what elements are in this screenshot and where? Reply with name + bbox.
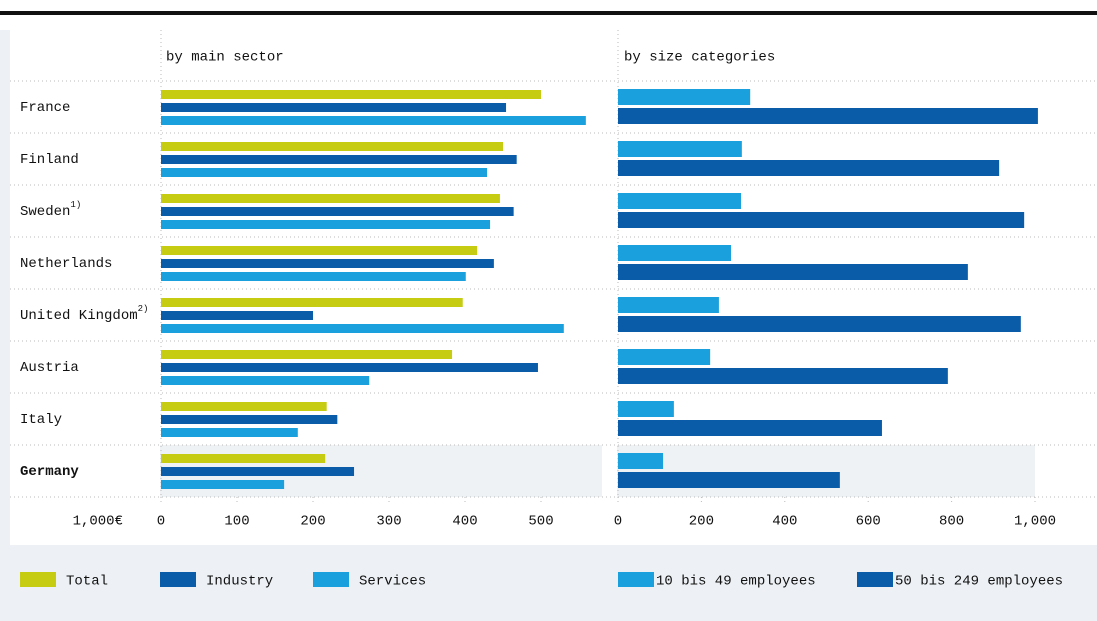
legend-swatch <box>313 572 349 587</box>
panel-title: by size categories <box>624 50 775 66</box>
bar <box>161 220 491 229</box>
bar <box>618 368 948 384</box>
x-tick-label: 400 <box>452 514 477 530</box>
bar <box>618 89 751 105</box>
category-name: Netherlands <box>20 256 112 272</box>
x-tick-label: 500 <box>528 514 553 530</box>
category-name: Italy <box>20 412 62 428</box>
bar <box>161 194 500 203</box>
bar <box>618 316 1021 332</box>
legend-label: Industry <box>206 574 273 590</box>
bar <box>161 142 503 151</box>
category-label: Italy <box>20 412 62 428</box>
category-name: France <box>20 100 70 116</box>
bar <box>618 108 1038 124</box>
top-rule <box>0 11 1097 15</box>
legend-swatch <box>160 572 196 587</box>
bar <box>618 141 742 157</box>
panel-title: by main sector <box>166 50 284 66</box>
bar <box>161 350 453 359</box>
bar <box>618 160 1000 176</box>
bar <box>618 453 664 469</box>
x-tick-label: 0 <box>614 514 622 530</box>
legend-swatch <box>20 572 56 587</box>
bar <box>618 193 742 209</box>
x-tick-label: 200 <box>300 514 325 530</box>
category-name: United Kingdom <box>20 308 138 324</box>
bar <box>618 212 1025 228</box>
category-name: Austria <box>20 360 79 376</box>
bar <box>161 259 494 268</box>
footnote-mark: 1) <box>70 200 81 210</box>
legend-label: 50 bis 249 employees <box>895 574 1063 590</box>
x-axis-label: 1,000€ <box>73 514 123 530</box>
footnote-mark: 2) <box>138 304 149 314</box>
bar <box>161 311 313 320</box>
category-name: Finland <box>20 152 79 168</box>
category-name: Germany <box>20 464 79 480</box>
bar <box>161 402 327 411</box>
bar <box>161 168 488 177</box>
category-name: Sweden <box>20 204 70 220</box>
bar <box>161 376 370 385</box>
legend-swatch <box>618 572 654 587</box>
bar <box>161 298 463 307</box>
x-tick-label: 300 <box>376 514 401 530</box>
x-tick-label: 100 <box>224 514 249 530</box>
bar <box>618 349 711 365</box>
bar <box>618 245 732 261</box>
bar <box>161 428 298 437</box>
legend-label: 10 bis 49 employees <box>656 574 816 590</box>
bar <box>161 454 326 463</box>
category-label: Germany <box>20 464 79 480</box>
bar <box>161 467 355 476</box>
legend-swatch <box>857 572 893 587</box>
bar <box>161 415 338 424</box>
x-tick-label: 600 <box>856 514 881 530</box>
bar <box>161 116 586 125</box>
category-label: Austria <box>20 360 79 376</box>
bar <box>618 472 840 488</box>
bar <box>161 324 564 333</box>
legend-label: Total <box>66 574 108 590</box>
highlight-row <box>617 445 1035 497</box>
bar <box>618 401 674 417</box>
x-tick-label: 0 <box>157 514 165 530</box>
x-tick-label: 1,000 <box>1014 514 1056 530</box>
category-label: Finland <box>20 152 79 168</box>
bar <box>161 246 478 255</box>
legend-label: Services <box>359 574 426 590</box>
bar <box>161 103 507 112</box>
category-label: Netherlands <box>20 256 112 272</box>
bar <box>161 272 466 281</box>
category-label: France <box>20 100 70 116</box>
bar <box>161 207 514 216</box>
x-tick-label: 400 <box>772 514 797 530</box>
bar <box>161 363 538 372</box>
category-label: Sweden1) <box>20 200 81 219</box>
category-label: United Kingdom2) <box>20 304 148 323</box>
bar <box>161 480 285 489</box>
bar <box>161 155 517 164</box>
bar <box>618 264 968 280</box>
x-tick-label: 200 <box>689 514 714 530</box>
bar <box>161 90 541 99</box>
x-tick-label: 800 <box>939 514 964 530</box>
bar <box>618 297 719 313</box>
bar <box>618 420 882 436</box>
